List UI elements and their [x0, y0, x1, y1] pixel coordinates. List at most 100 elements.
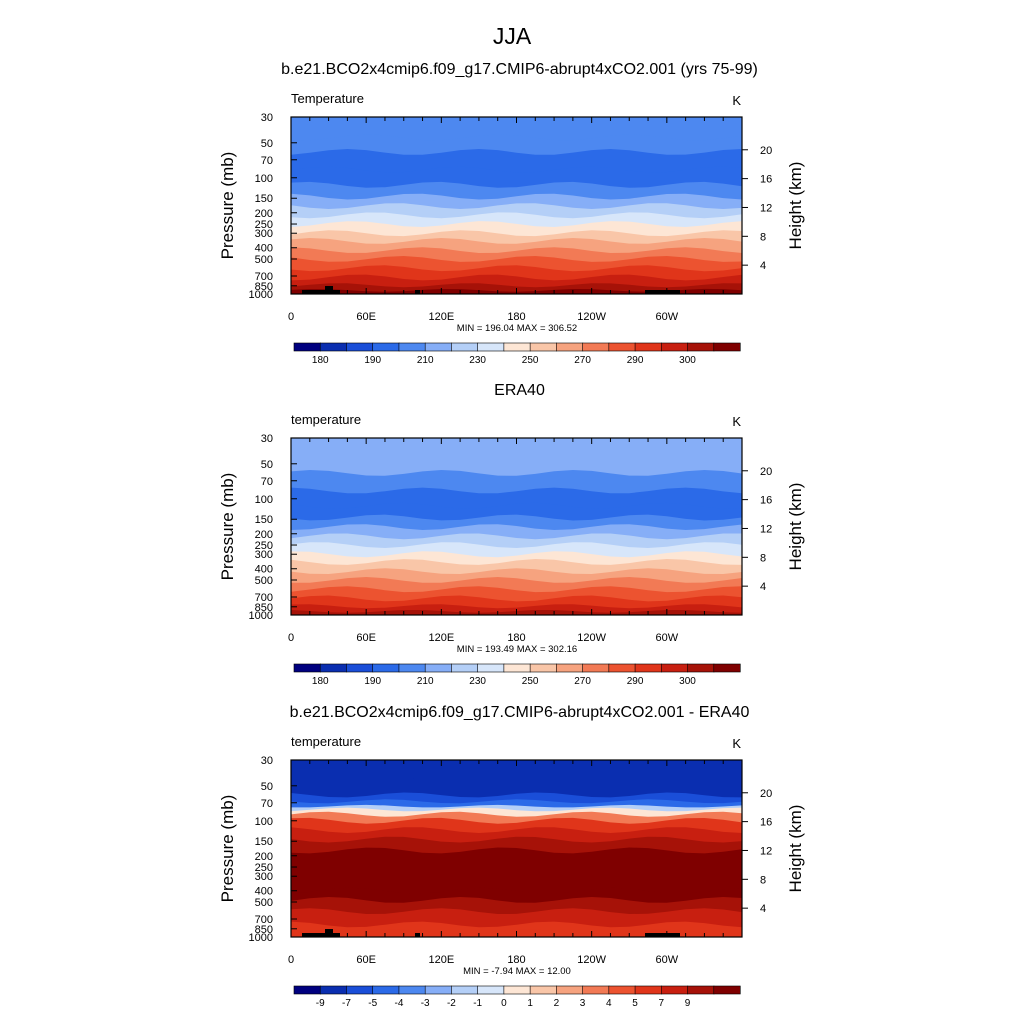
colorbar-swatch [529, 663, 557, 673]
y-right-axis-label: Height (km) [786, 162, 805, 250]
colorbar-swatch [346, 342, 374, 352]
y-tick-label: 250 [255, 219, 273, 231]
units-label: K [732, 736, 741, 751]
colorbar-label: -1 [473, 998, 482, 1009]
colorbar-label: 210 [417, 676, 434, 687]
panel-3: b.e21.BCO2x4cmip6.f09_g17.CMIP6-abrupt4x… [218, 704, 805, 1009]
colorbar-swatch [424, 663, 453, 673]
y-right-tick-label: 20 [760, 145, 772, 157]
colorbar-swatch [503, 985, 531, 995]
y-tick-label: 70 [261, 155, 273, 167]
y-right-axis-label: Height (km) [786, 483, 805, 571]
colorbar-label: 7 [659, 998, 665, 1009]
colorbar-label: -7 [342, 998, 351, 1009]
y-tick-label: 850 [255, 281, 273, 293]
colorbar-label: 180 [312, 355, 329, 366]
colorbar-swatch [503, 663, 531, 673]
contour-field [291, 117, 742, 294]
colorbar-label: 180 [312, 676, 329, 687]
colorbar-swatch [582, 663, 610, 673]
colorbar-swatch [634, 663, 662, 673]
variable-label: Temperature [291, 91, 364, 106]
colorbar-swatch [424, 985, 453, 995]
colorbar-swatch [608, 985, 636, 995]
x-axis: 0 60E 120E 180 120W 60W [288, 760, 743, 966]
topography-block [645, 290, 680, 294]
contour-field [291, 438, 742, 615]
colorbar-label: 1 [527, 998, 533, 1009]
colorbar-label: 4 [606, 998, 612, 1009]
x-tick-label: 60W [656, 311, 679, 323]
y-tick-label: 70 [261, 798, 273, 810]
colorbar-label: 230 [469, 676, 486, 687]
x-tick-label: 60W [656, 954, 679, 966]
panel-title: b.e21.BCO2x4cmip6.f09_g17.CMIP6-abrupt4x… [281, 61, 758, 78]
colorbar-swatch [319, 663, 348, 673]
colorbar-label: 210 [417, 355, 434, 366]
y-axis-label: Pressure (mb) [218, 152, 237, 260]
colorbar: 180 190 210 230 250 270 290 300 [293, 663, 741, 687]
x-tick-label: 120E [428, 311, 454, 323]
y-right-tick-label: 4 [760, 581, 766, 593]
colorbar-swatch [451, 663, 479, 673]
colorbar-label: 250 [522, 676, 539, 687]
colorbar-label: 0 [501, 998, 507, 1009]
y-right-tick-label: 16 [760, 495, 772, 507]
panel-1: b.e21.BCO2x4cmip6.f09_g17.CMIP6-abrupt4x… [218, 61, 805, 366]
y-tick-label: 400 [255, 243, 273, 255]
colorbar-label: 2 [554, 998, 560, 1009]
y-tick-label: 1000 [249, 932, 273, 944]
colorbar-swatch [634, 342, 662, 352]
colorbar-swatch [660, 985, 689, 995]
colorbar-label: 300 [679, 355, 696, 366]
x-tick-label: 180 [507, 632, 525, 644]
colorbar-swatch [660, 342, 689, 352]
topography-block [645, 933, 680, 937]
y-right-axis-label: Height (km) [786, 805, 805, 893]
y-tick-label: 300 [255, 549, 273, 561]
x-tick-label: 120W [577, 311, 606, 323]
colorbar-swatch [451, 342, 479, 352]
y-right-tick-label: 8 [760, 552, 766, 564]
colorbar-label: 300 [679, 676, 696, 687]
units-label: K [732, 414, 741, 429]
y-tick-label: 500 [255, 897, 273, 909]
stats-label: MIN = 196.04 MAX = 306.52 [457, 323, 577, 334]
topography-block [302, 290, 340, 294]
colorbar-label: 190 [364, 355, 381, 366]
colorbar-swatch [556, 985, 584, 995]
colorbar-swatch [687, 663, 715, 673]
x-tick-label: 60W [656, 632, 679, 644]
colorbar-swatch [346, 985, 374, 995]
colorbar-label: 190 [364, 676, 381, 687]
colorbar-swatch [713, 663, 741, 673]
y-tick-label: 250 [255, 540, 273, 552]
panel-title: ERA40 [494, 382, 545, 399]
x-tick-label: 0 [288, 632, 294, 644]
y-tick-label: 850 [255, 602, 273, 614]
y-right-tick-label: 4 [760, 260, 766, 272]
colorbar-label: -9 [316, 998, 325, 1009]
colorbar-swatch [556, 342, 584, 352]
y-tick-label: 50 [261, 459, 273, 471]
y-tick-label: 400 [255, 886, 273, 898]
colorbar-swatch [582, 985, 610, 995]
y-right-tick-label: 16 [760, 174, 772, 186]
y-tick-label: 700 [255, 271, 273, 283]
colorbar-label: 290 [627, 676, 644, 687]
y-tick-label: 400 [255, 564, 273, 576]
colorbar-swatch [556, 663, 584, 673]
y-axis-right: 20 16 12 8 4 [742, 788, 772, 915]
y-tick-label: 150 [255, 193, 273, 205]
x-tick-label: 120E [428, 954, 454, 966]
figure-title: JJA [493, 23, 532, 49]
x-tick-label: 60E [356, 954, 376, 966]
y-tick-label: 100 [255, 816, 273, 828]
colorbar-label: 250 [522, 355, 539, 366]
y-right-tick-label: 12 [760, 523, 772, 535]
colorbar: 180 190 210 230 250 270 290 300 [293, 342, 741, 366]
